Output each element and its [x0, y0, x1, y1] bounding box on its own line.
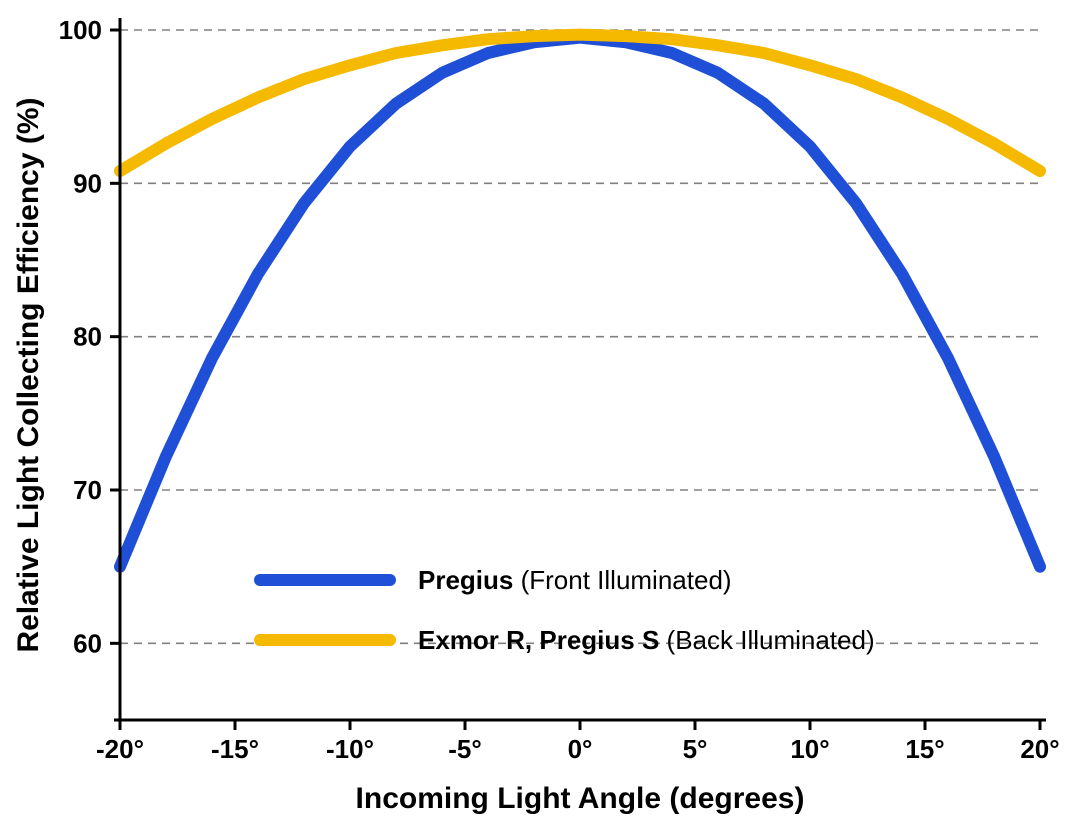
y-tick-label: 60	[73, 628, 102, 658]
chart-container: 60 70 80 90 100 -20° -15° -10° -5° 0° 5° 10° 15° 20° R…	[0, 0, 1080, 822]
x-tick-label: -15°	[211, 734, 259, 764]
x-tick-label: 20°	[1020, 734, 1059, 764]
x-tick-label: -10°	[326, 734, 374, 764]
y-tick-label: 80	[73, 322, 102, 352]
x-tick-label: 0°	[568, 734, 593, 764]
y-tick-label: 100	[59, 15, 102, 45]
x-tick-label: 5°	[683, 734, 708, 764]
y-tick-label: 70	[73, 475, 102, 505]
x-tick-label: 10°	[790, 734, 829, 764]
line-chart: 60 70 80 90 100 -20° -15° -10° -5° 0° 5° 10° 15° 20° R…	[0, 0, 1080, 822]
x-axis-title: Incoming Light Angle (degrees)	[356, 782, 805, 815]
x-tick-label: -20°	[96, 734, 144, 764]
chart-background	[0, 0, 1080, 822]
x-tick-label: 15°	[905, 734, 944, 764]
legend-label-exmor: Exmor R, Pregius S (Back Illuminated)	[418, 625, 875, 655]
y-tick-label: 90	[73, 168, 102, 198]
legend-label-pregius: Pregius (Front Illuminated)	[418, 565, 732, 595]
x-tick-label: -5°	[448, 734, 482, 764]
y-axis-title: Relative Light Collecting Efficiency (%)	[12, 97, 45, 652]
